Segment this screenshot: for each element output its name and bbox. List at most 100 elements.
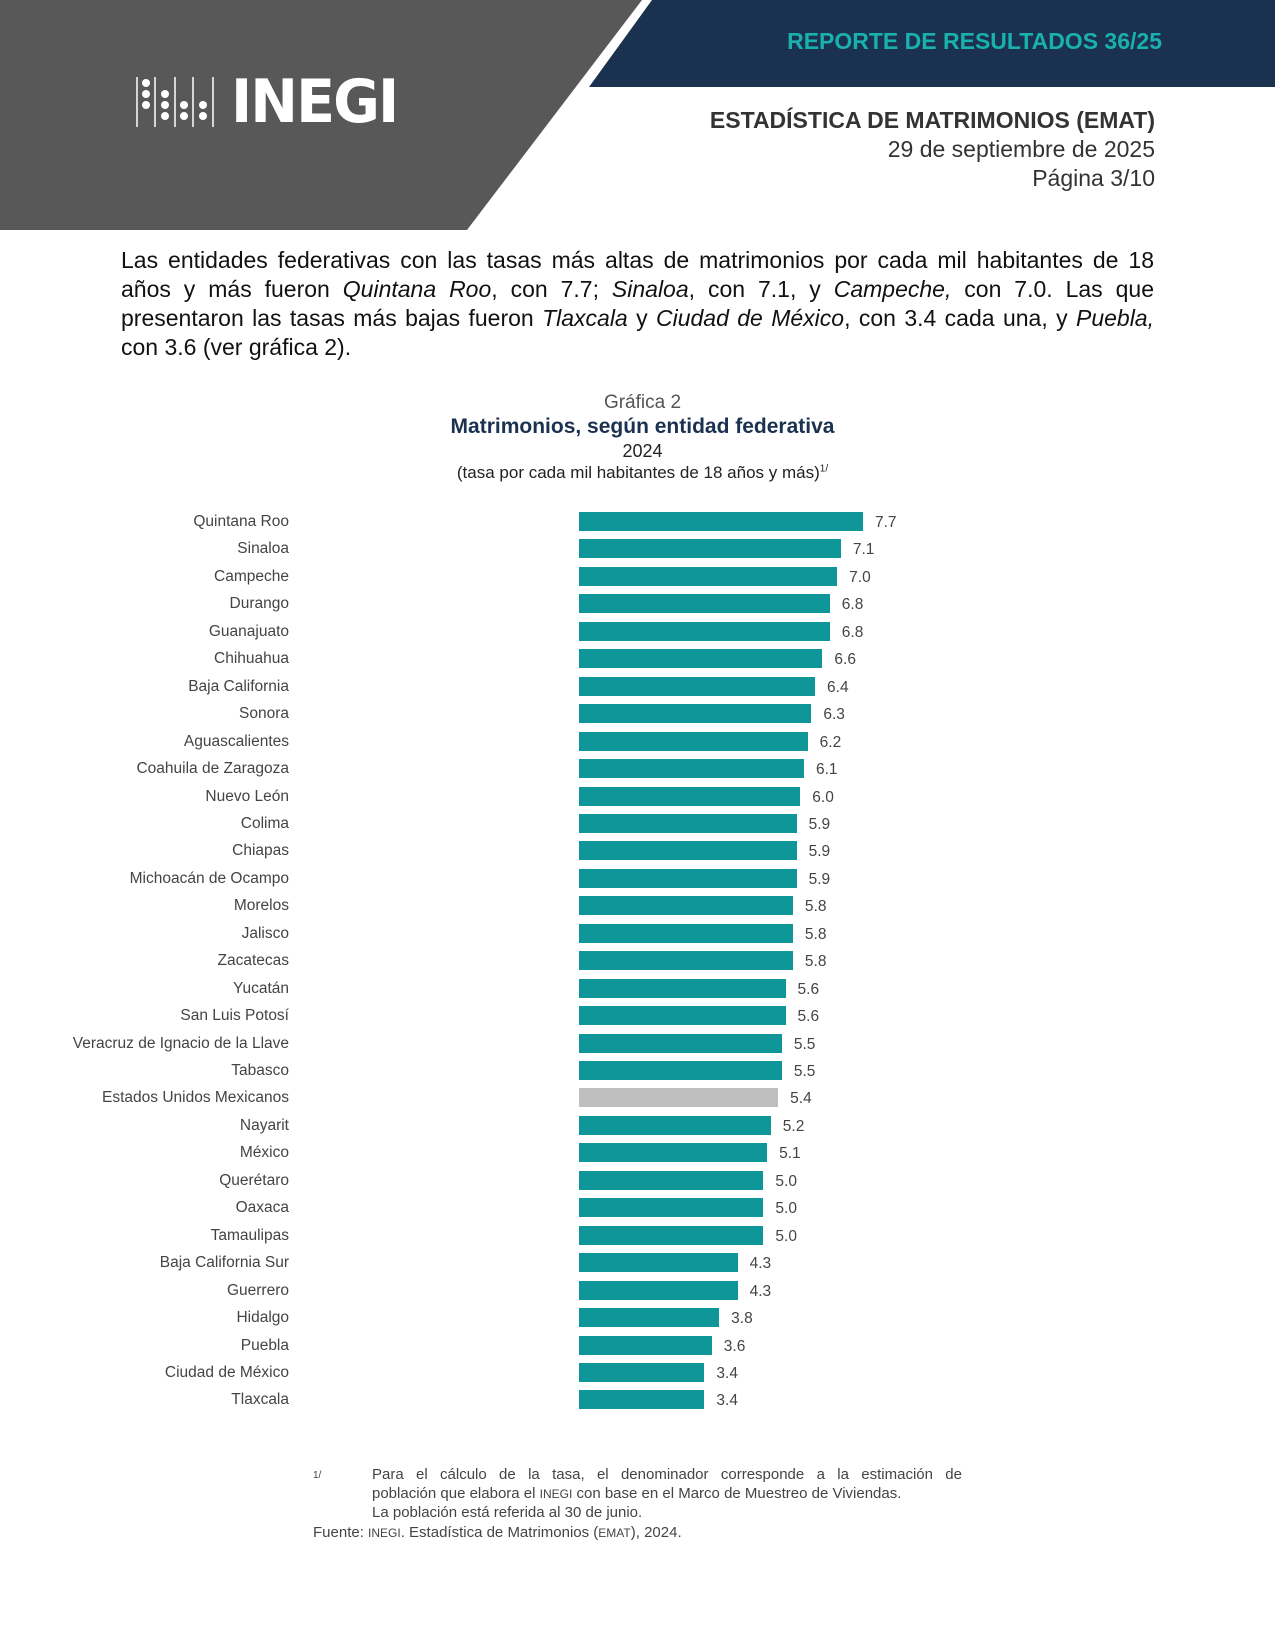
value-label: 6.6: [834, 651, 856, 669]
value-label: 3.4: [716, 1392, 738, 1410]
chart-label: Gráfica 2: [603, 392, 682, 413]
value-label: 5.9: [808, 815, 831, 833]
value-label: 6.1: [815, 761, 838, 779]
state-name: Puebla,: [1075, 305, 1154, 331]
category-label: Guanajuato: [208, 622, 289, 640]
bar: [579, 841, 797, 861]
value-label: 3.8: [731, 1310, 753, 1328]
footnote-line-2: población que elabora el INEGI con base …: [372, 1484, 901, 1504]
header-background: [0, 0, 1275, 230]
value-label: 5.8: [804, 925, 827, 943]
text: y: [627, 305, 656, 331]
document-title: ESTADÍSTICA DE MATRIMONIOS (EMAT): [709, 107, 1155, 133]
header-navy-band: [589, 0, 1275, 87]
value-label: 5.5: [793, 1063, 816, 1080]
category-label: Querétaro: [219, 1171, 289, 1189]
chart-row: Quintana Roo 7.7: [0, 512, 1000, 532]
bar: [579, 1225, 764, 1245]
category-label: Hidalgo: [236, 1309, 289, 1327]
inegi-logo: INEGI: [135, 72, 406, 132]
category-label: Chihuahua: [214, 650, 289, 668]
text: INEGI: [539, 1487, 573, 1501]
category-label: Sinaloa: [237, 540, 289, 558]
chart-row: Coahuila de Zaragoza 6.1: [0, 759, 1000, 779]
bar: [579, 1362, 705, 1382]
page-number: Página 3/10: [1032, 165, 1155, 191]
chart-row: Nuevo León 6.0: [0, 786, 1000, 807]
chart-row: Aguascalientes 6.2: [0, 731, 1000, 752]
bar: [579, 786, 801, 806]
bar: [579, 1198, 764, 1218]
bar: [579, 896, 793, 916]
chart-row: Guanajuato 6.8: [0, 621, 1000, 642]
state-name: Sinaloa: [611, 276, 689, 302]
chart-row: Chihuahua 6.6: [0, 649, 1000, 669]
bar: [579, 566, 838, 586]
category-label: Puebla: [240, 1336, 289, 1354]
text: , con 7.7;: [491, 276, 612, 302]
chart-row: Hidalgo 3.8: [0, 1308, 1000, 1328]
category-label: Oaxaca: [235, 1199, 289, 1217]
value-label: 7.1: [852, 541, 875, 559]
value-label: 4.3: [749, 1255, 772, 1273]
value-label: 3.4: [716, 1364, 738, 1382]
bar: [579, 1390, 705, 1410]
intro-paragraph: Las entidades federativas con las tasas …: [121, 246, 1154, 362]
bar: [579, 539, 841, 559]
text: con 7.0. Las que presentaron las tasas m…: [121, 276, 1154, 331]
inegi-dots-icon: [136, 77, 214, 127]
chart-row: Puebla 3.6: [0, 1335, 1000, 1356]
chart-row: Veracruz de Ignacio de la Llave 5.5: [0, 1033, 1000, 1054]
bar: [579, 1143, 768, 1163]
logo-text: INEGI: [231, 67, 399, 137]
chart-subtitle: 2024: [622, 441, 663, 461]
text: EMAT: [598, 1526, 631, 1540]
footnote-line-1: Para el cálculo de la tasa, el denominad…: [372, 1466, 962, 1483]
category-label: Tlaxcala: [231, 1391, 289, 1409]
category-label: México: [239, 1144, 289, 1162]
category-label: San Luis Potosí: [180, 1007, 289, 1025]
value-label: 6.8: [841, 596, 864, 614]
footnote-mark: 1/: [313, 1470, 322, 1481]
value-label: 5.0: [775, 1172, 797, 1190]
chart-row: Sinaloa 7.1: [0, 539, 1000, 559]
text: población que elabora el: [372, 1485, 540, 1502]
state-name: Campeche,: [833, 276, 952, 302]
category-label: Campeche: [214, 567, 289, 585]
value-label: 5.8: [804, 898, 827, 916]
category-label: Veracruz de Ignacio de la Llave: [72, 1034, 289, 1052]
category-label: Yucatán: [232, 979, 289, 997]
category-label: Guerrero: [226, 1281, 289, 1299]
bar: [579, 731, 808, 751]
bar: [579, 1061, 782, 1080]
bar: [579, 1280, 738, 1300]
value-label: 5.5: [793, 1035, 816, 1053]
value-label: 6.4: [827, 678, 849, 696]
chart-title: Matrimonios, según entidad federativa: [450, 415, 835, 438]
value-label: 5.6: [797, 980, 820, 998]
bar: [579, 1308, 720, 1328]
value-label: 5.0: [775, 1227, 797, 1245]
chart-row: Yucatán 5.6: [0, 978, 1000, 999]
value-label: 7.0: [849, 568, 871, 586]
category-label: Tamaulipas: [210, 1226, 289, 1244]
bar: [579, 759, 804, 779]
value-label: 5.9: [808, 843, 831, 861]
chart-row: Tlaxcala 3.4: [0, 1390, 1000, 1410]
chart-row: México 5.1: [0, 1143, 1000, 1163]
text: con 3.6 (ver gráfica 2).: [121, 334, 352, 360]
text: . Estadística de Matrimonios (: [400, 1524, 599, 1541]
text: Las entidades federativas con las tasas …: [121, 247, 1154, 302]
value-label: 5.6: [797, 1008, 820, 1026]
category-label: Sonora: [239, 705, 289, 723]
chart-row: Tabasco 5.5: [0, 1061, 1000, 1081]
value-label: 3.6: [723, 1337, 746, 1355]
chart-row: Tamaulipas 5.0: [0, 1225, 1000, 1246]
bar: [579, 1115, 771, 1135]
bar: [579, 594, 830, 614]
bar: [579, 704, 812, 724]
chart-unit-note: 1/: [819, 463, 829, 475]
value-label: 6.2: [819, 733, 842, 751]
header-gray-block: [0, 0, 642, 230]
chart-row: Estados Unidos Mexicanos 5.4: [0, 1088, 1000, 1108]
